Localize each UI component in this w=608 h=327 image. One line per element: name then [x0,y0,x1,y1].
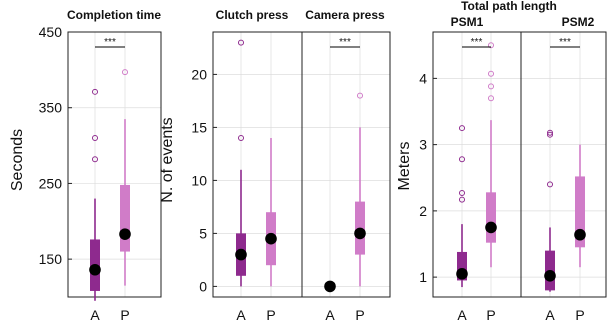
outlier-point [238,39,244,46]
outlier-point [92,88,98,95]
x-tick-A: A [457,307,467,323]
y-tick-label: 350 [39,100,63,116]
y-tick-label: 1 [419,269,427,285]
median-marker-A [324,280,336,293]
outlier-point [238,135,244,141]
outlier-point [547,129,553,136]
median-marker-P [265,232,277,245]
median-marker-P [574,228,586,241]
outlier-point [459,189,465,196]
outlier-point [488,70,494,77]
axis-frame-completion-time [67,31,162,298]
outlier-point [488,95,494,102]
y-tick-label: 15 [191,119,207,135]
x-tick-A: A [325,307,335,323]
outlier-point [459,196,465,203]
box-P [575,176,585,248]
y-tick-label: 0 [199,278,207,294]
y-tick-label: 250 [39,175,63,191]
median-marker-A [456,268,468,280]
significance-marker: *** [104,37,116,48]
panel-psm2: PSM2 A P *** [520,15,607,323]
axis-frame-psm2 [520,31,607,298]
axis-frame-clutch-press [212,31,303,298]
box-P [486,192,496,243]
outlier-point [459,156,465,163]
outlier-point [488,42,494,49]
x-tick-P: P [266,307,275,323]
outlier-point [122,69,128,76]
outlier-point [547,131,553,138]
outlier-point [92,135,98,141]
outlier-point [357,92,363,99]
panel-completion-time: Completion time Seconds 150 250 350 450 A P… [9,8,162,323]
title-camera-press: Camera press [305,8,385,22]
y-tick-label: 4 [419,70,427,86]
outlier-point [459,125,465,132]
x-tick-P: P [120,307,129,323]
significance-marker: *** [471,37,483,48]
x-tick-A: A [545,307,555,323]
y-tick-label: 3 [419,137,427,153]
x-tick-P: P [575,307,584,323]
outlier-point [547,181,553,188]
title-psm2: PSM2 [562,15,595,29]
panel-clutch-press: Clutch press N. of events 0 5 10 15 20 A P [159,8,303,323]
median-marker-P [354,227,366,240]
median-marker-A [89,263,101,276]
x-tick-A: A [90,307,100,323]
y-tick-label: 20 [191,66,207,82]
ylabel-seconds: Seconds [9,129,26,191]
outlier-point [92,156,98,163]
median-marker-A [235,248,247,261]
median-marker-A [544,270,556,282]
y-tick-label: 150 [39,251,63,267]
y-tick-label: 10 [191,172,207,188]
x-tick-P: P [355,307,364,323]
y-tick-label: 450 [39,24,63,40]
significance-marker: *** [559,37,571,48]
title-psm1: PSM1 [451,15,484,29]
group-title-total-path-length: Total path length [461,0,557,13]
box-A [457,251,467,281]
ylabel-events: N. of events [159,117,176,202]
outlier-point [488,83,494,90]
panel-psm1: Total path length PSM1 Meters 1 2 3 4 A P *… [396,0,557,323]
ylabel-meters: Meters [396,142,413,191]
title-clutch-press: Clutch press [216,8,289,22]
x-tick-P: P [486,307,495,323]
x-tick-A: A [236,307,246,323]
axis-frame-camera-press [301,31,391,298]
y-tick-label: 2 [419,203,427,219]
title-completion-time: Completion time [67,8,161,22]
axis-frame-psm1 [432,31,522,298]
median-marker-P [485,221,497,234]
panel-camera-press: Camera press A P *** [301,8,391,323]
median-marker-P [119,228,131,240]
significance-marker: *** [339,37,351,48]
y-tick-label: 5 [199,225,207,241]
box-P [120,184,130,252]
